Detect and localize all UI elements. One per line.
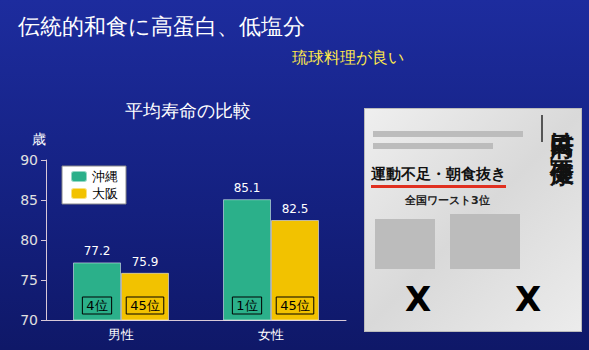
svg-text:82.5: 82.5 [282,202,309,216]
svg-text:90: 90 [20,152,38,168]
html-text:全国ワースト3位: 全国ワースト3位 [405,194,490,207]
svg-text:大阪: 大阪 [92,186,118,201]
svg-text:85: 85 [20,192,38,208]
svg-text:平均寿命の比較: 平均寿命の比較 [125,100,251,121]
svg-text:沖縄: 沖縄 [92,169,118,184]
svg-text:70: 70 [20,312,38,328]
svg-text:85.1: 85.1 [234,181,261,195]
svg-text:1位: 1位 [236,298,257,313]
html-text:府民は「不健康」: 府民は「不健康」 [548,115,576,142]
svg-text:歳: 歳 [32,131,46,147]
svg-text:75.9: 75.9 [132,255,159,269]
svg-text:45位: 45位 [130,298,160,313]
html-text:運動不足・朝食抜き: 運動不足・朝食抜き [371,165,506,183]
svg-text:77.2: 77.2 [84,244,111,258]
svg-text:45位: 45位 [280,298,310,313]
html-text:X: X [515,279,542,319]
svg-text:4位: 4位 [86,298,107,313]
html-text:琉球料理が良い: 琉球料理が良い [292,48,404,67]
html-text:伝統的和食に高蛋白、低塩分: 伝統的和食に高蛋白、低塩分 [18,14,305,39]
svg-text:75: 75 [20,272,38,288]
svg-text:80: 80 [20,232,38,248]
svg-text:女性: 女性 [258,327,284,342]
svg-text:男性: 男性 [108,327,134,342]
html-text:X: X [405,279,432,319]
